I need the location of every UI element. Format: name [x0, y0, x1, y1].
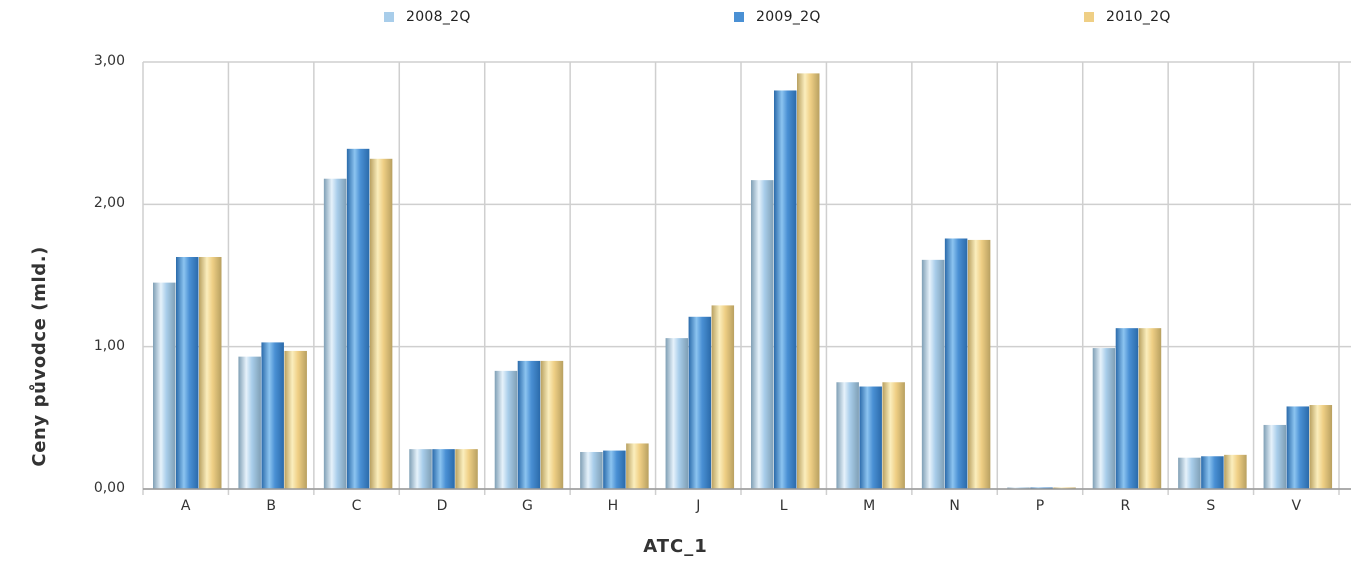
x-tick-label: M — [863, 498, 876, 514]
legend-item-2[interactable]: 2009_2Q — [734, 9, 821, 25]
bar-M-2009_2Q[interactable] — [859, 386, 882, 489]
bar-A-2009_2Q[interactable] — [176, 256, 199, 489]
legend-label-3: 2010_2Q — [1106, 9, 1171, 25]
bar-A-2008_2Q[interactable] — [153, 282, 176, 489]
bar-B-2009_2Q[interactable] — [261, 342, 284, 489]
legend-label-2: 2009_2Q — [756, 9, 821, 25]
x-tick-label: V — [1291, 498, 1302, 514]
bar-L-2009_2Q[interactable] — [774, 90, 797, 489]
bar-S-2009_2Q[interactable] — [1201, 456, 1224, 489]
x-tick-label: A — [180, 498, 191, 514]
bar-H-2010_2Q[interactable] — [626, 443, 649, 489]
x-tick-label: J — [696, 498, 701, 514]
x-tick-label: S — [1206, 498, 1216, 514]
bar-H-2009_2Q[interactable] — [603, 450, 626, 489]
bar-B-2008_2Q[interactable] — [238, 356, 261, 489]
bar-D-2009_2Q[interactable] — [432, 449, 455, 489]
x-tick-label: N — [949, 498, 960, 514]
bar-H-2008_2Q[interactable] — [580, 451, 603, 489]
bar-S-2008_2Q[interactable] — [1178, 457, 1201, 489]
y-axis-title: Ceny původce (mld.) — [29, 246, 50, 467]
bar-C-2008_2Q[interactable] — [323, 178, 347, 490]
x-tick-label: G — [521, 498, 533, 514]
bar-D-2010_2Q[interactable] — [455, 449, 478, 489]
bar-V-2008_2Q[interactable] — [1263, 424, 1287, 489]
y-tick-label: 3,00 — [93, 53, 125, 69]
bar-G-2010_2Q[interactable] — [540, 360, 564, 489]
y-tick-label: 2,00 — [93, 195, 125, 212]
x-tick-label: C — [351, 498, 362, 514]
x-tick-label: D — [436, 498, 448, 514]
y-tick-label: 0,00 — [93, 480, 125, 496]
bar-V-2009_2Q[interactable] — [1286, 406, 1310, 489]
bar-J-2009_2Q[interactable] — [688, 316, 712, 489]
bar-J-2008_2Q[interactable] — [665, 338, 689, 489]
bar-N-2010_2Q[interactable] — [967, 239, 991, 489]
bar-G-2009_2Q[interactable] — [517, 360, 541, 489]
x-tick-label: L — [779, 498, 788, 514]
legend-swatch-2 — [734, 12, 744, 22]
bar-R-2010_2Q[interactable] — [1138, 328, 1162, 489]
bar-L-2010_2Q[interactable] — [797, 73, 820, 490]
x-tick-label: B — [266, 498, 276, 514]
x-axis-title: ATC_1 — [643, 536, 708, 557]
legend-swatch-3 — [1084, 12, 1094, 22]
y-tick-label: 1,00 — [93, 337, 125, 354]
bars-group — [153, 73, 1333, 490]
bar-M-2008_2Q[interactable] — [836, 382, 859, 489]
bar-C-2009_2Q[interactable] — [346, 148, 370, 489]
bar-M-2010_2Q[interactable] — [882, 382, 905, 489]
bar-R-2009_2Q[interactable] — [1115, 328, 1139, 489]
bar-J-2010_2Q[interactable] — [711, 305, 735, 489]
legend-swatch-1 — [384, 12, 394, 22]
bar-D-2008_2Q[interactable] — [409, 449, 432, 489]
bar-L-2008_2Q[interactable] — [751, 180, 774, 490]
legend-item-1[interactable]: 2008_2Q — [384, 9, 471, 25]
x-tick-label: H — [607, 498, 619, 514]
legend-label-1: 2008_2Q — [406, 9, 471, 25]
bar-V-2010_2Q[interactable] — [1309, 405, 1333, 489]
bar-C-2010_2Q[interactable] — [369, 158, 393, 489]
bar-B-2010_2Q[interactable] — [284, 350, 307, 489]
bar-A-2010_2Q[interactable] — [199, 256, 222, 489]
bar-N-2008_2Q[interactable] — [921, 259, 945, 489]
bar-N-2009_2Q[interactable] — [944, 238, 968, 489]
legend-item-3[interactable]: 2010_2Q — [1084, 9, 1171, 25]
bar-R-2008_2Q[interactable] — [1092, 348, 1116, 489]
x-tick-label: R — [1120, 498, 1131, 514]
bar-G-2008_2Q[interactable] — [494, 370, 518, 489]
legend: 2008_2Q 2009_2Q 2010_2Q — [0, 9, 1351, 33]
bar-S-2010_2Q[interactable] — [1224, 454, 1247, 489]
x-tick-label: P — [1035, 498, 1045, 514]
